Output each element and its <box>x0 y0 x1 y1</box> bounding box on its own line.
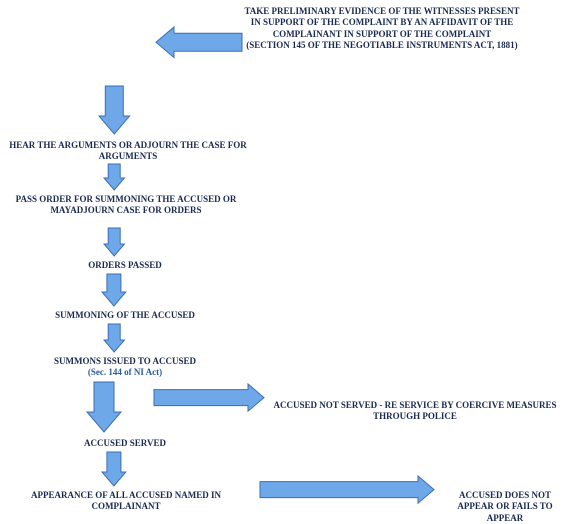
flow-node-n10: ACCUSED DOES NOT APPEAR OR FAILS TO APPE… <box>440 490 564 524</box>
flow-node-text: ORDERS PASSED <box>30 260 220 271</box>
flow-node-n9: ACCUSED NOT SERVED - RE SERVICE BY COERC… <box>270 400 560 423</box>
flow-node-text: ACCUSED SERVED <box>30 438 220 449</box>
arrow-a2 <box>99 86 130 134</box>
arrow-a5 <box>102 274 126 306</box>
flow-node-n5: SUMMONING OF THE ACCUSED <box>30 310 220 321</box>
arrow-a1 <box>156 27 242 58</box>
arrow-a6 <box>104 324 124 352</box>
flow-node-text: APPEARANCE OF ALL ACCUSED NAMED IN COMPL… <box>0 490 256 513</box>
flow-node-subtext: (Sec. 144 of NI Act) <box>30 367 220 378</box>
flow-node-text: SUMMONS ISSUED TO ACCUSED <box>30 356 220 367</box>
arrow-a9 <box>154 384 264 411</box>
arrow-a10 <box>260 476 434 503</box>
arrow-a4 <box>104 228 124 256</box>
flow-node-n8: APPEARANCE OF ALL ACCUSED NAMED IN COMPL… <box>0 490 256 513</box>
flow-node-text: HEAR THE ARGUMENTS OR ADJOURN THE CASE F… <box>0 140 258 163</box>
flow-node-text: ACCUSED NOT SERVED - RE SERVICE BY COERC… <box>270 400 560 423</box>
flow-node-n6: SUMMONS ISSUED TO ACCUSED(Sec. 144 of NI… <box>30 356 220 379</box>
flow-node-text: PASS ORDER FOR SUMMONING THE ACCUSED OR … <box>6 194 246 217</box>
flow-node-text: SUMMONING OF THE ACCUSED <box>30 310 220 321</box>
arrow-a7 <box>87 382 121 432</box>
flow-node-n1: TAKE PRELIMINARY EVIDENCE OF THE WITNESS… <box>242 6 522 51</box>
arrow-a8 <box>102 452 126 486</box>
flow-node-text: TAKE PRELIMINARY EVIDENCE OF THE WITNESS… <box>242 6 522 51</box>
flow-node-n7: ACCUSED SERVED <box>30 438 220 449</box>
flow-node-text: ACCUSED DOES NOT APPEAR OR FAILS TO APPE… <box>440 490 564 524</box>
flow-node-n2: HEAR THE ARGUMENTS OR ADJOURN THE CASE F… <box>0 140 258 163</box>
arrow-a3 <box>104 164 124 190</box>
flow-node-n4: ORDERS PASSED <box>30 260 220 271</box>
flow-node-n3: PASS ORDER FOR SUMMONING THE ACCUSED OR … <box>6 194 246 217</box>
